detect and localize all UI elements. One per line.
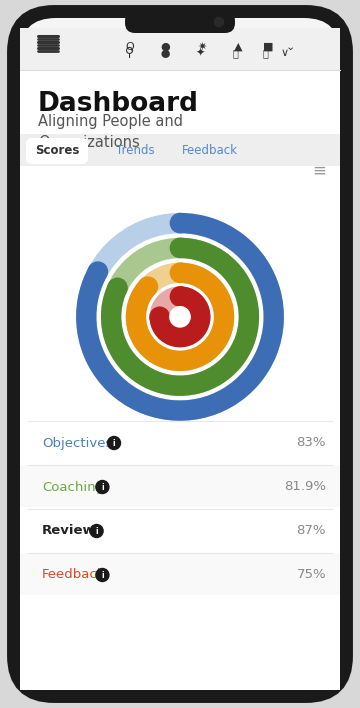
Circle shape xyxy=(170,263,190,282)
Wedge shape xyxy=(126,263,234,371)
Circle shape xyxy=(88,262,108,281)
Text: 75%: 75% xyxy=(296,569,326,581)
Circle shape xyxy=(150,307,169,326)
Circle shape xyxy=(108,437,121,450)
Text: 👤: 👤 xyxy=(262,48,268,58)
Text: i: i xyxy=(95,527,98,535)
Circle shape xyxy=(96,569,109,581)
Text: ▲: ▲ xyxy=(234,42,242,52)
Text: ●: ● xyxy=(160,42,170,52)
FancyBboxPatch shape xyxy=(26,138,88,164)
Wedge shape xyxy=(126,263,234,371)
Text: Reviews: Reviews xyxy=(42,525,104,537)
FancyBboxPatch shape xyxy=(20,553,340,595)
FancyBboxPatch shape xyxy=(20,134,340,166)
Text: Aligning People and
Organizations: Aligning People and Organizations xyxy=(38,114,183,150)
Text: ■: ■ xyxy=(263,42,273,52)
FancyBboxPatch shape xyxy=(14,12,346,696)
Text: Feedback: Feedback xyxy=(42,569,105,581)
Text: 83%: 83% xyxy=(297,437,326,450)
FancyBboxPatch shape xyxy=(20,68,340,690)
Wedge shape xyxy=(101,238,259,396)
Text: i: i xyxy=(113,438,115,447)
FancyBboxPatch shape xyxy=(20,509,340,551)
Text: ∨: ∨ xyxy=(281,48,289,58)
Text: Scores: Scores xyxy=(35,144,79,156)
Wedge shape xyxy=(101,238,259,396)
Text: 🔔: 🔔 xyxy=(232,48,238,58)
Text: ≡: ≡ xyxy=(312,162,326,180)
Circle shape xyxy=(138,277,158,297)
Circle shape xyxy=(170,287,190,306)
Circle shape xyxy=(170,307,190,327)
FancyBboxPatch shape xyxy=(125,11,235,33)
Text: Trends: Trends xyxy=(116,144,154,156)
Text: i: i xyxy=(101,482,104,491)
Text: Q: Q xyxy=(126,42,134,52)
Text: Coaching: Coaching xyxy=(42,481,104,493)
Wedge shape xyxy=(76,213,284,421)
Text: ✦: ✦ xyxy=(195,48,205,58)
FancyBboxPatch shape xyxy=(20,465,340,507)
Circle shape xyxy=(90,525,103,537)
FancyBboxPatch shape xyxy=(20,28,340,66)
Wedge shape xyxy=(76,213,284,421)
Wedge shape xyxy=(149,286,211,348)
Circle shape xyxy=(170,239,190,258)
FancyBboxPatch shape xyxy=(20,421,340,463)
Text: 87%: 87% xyxy=(297,525,326,537)
Text: ⌄: ⌄ xyxy=(285,42,295,52)
Text: ⬤: ⬤ xyxy=(160,49,170,57)
FancyBboxPatch shape xyxy=(20,28,340,70)
Text: ⚲: ⚲ xyxy=(125,47,135,59)
Circle shape xyxy=(96,481,109,493)
Circle shape xyxy=(108,278,127,297)
Circle shape xyxy=(215,18,224,26)
Wedge shape xyxy=(149,286,211,348)
Text: ✷: ✷ xyxy=(197,42,207,52)
Text: Dashboard: Dashboard xyxy=(38,91,199,117)
Text: 81.9%: 81.9% xyxy=(284,481,326,493)
Text: i: i xyxy=(101,571,104,580)
Text: Feedback: Feedback xyxy=(182,144,238,156)
Text: Objectives: Objectives xyxy=(42,437,112,450)
FancyBboxPatch shape xyxy=(20,18,340,690)
Circle shape xyxy=(170,213,190,233)
